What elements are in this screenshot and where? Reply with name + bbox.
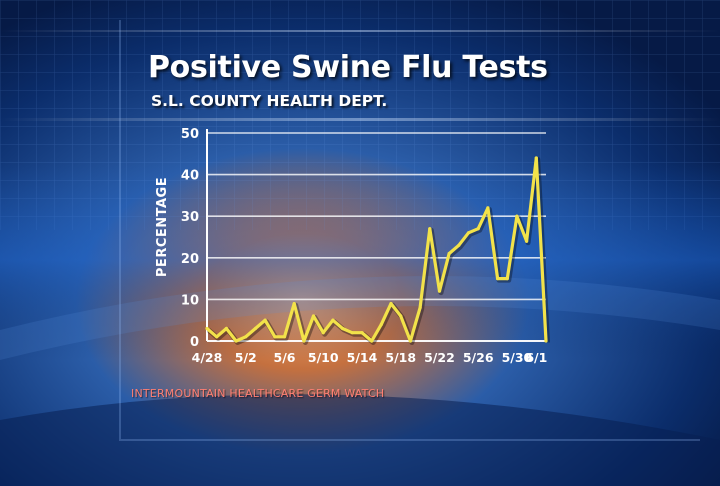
data-point [399,314,403,318]
data-point [418,306,422,310]
data-point [486,206,490,210]
data-point [234,339,238,343]
data-point [447,252,451,256]
series-line [205,156,548,343]
data-point [205,326,209,331]
x-tick-label: 5/30 [502,350,533,365]
x-tick-labels: 4/28 5/2 5/6 5/10 5/14 5/18 5/22 5/26 5/306/1 [192,350,548,365]
x-tick-label: 5/26 [463,350,494,365]
x-tick-label: 5/22 [424,350,455,365]
data-point [525,239,529,243]
data-point [350,331,354,335]
y-tick-labels: 0 10 20 30 40 50 [181,127,199,350]
x-tick-label: 6/1 [525,350,547,365]
data-point [476,227,480,231]
data-point [496,277,500,281]
data-point [457,243,461,247]
series-layer [205,156,550,345]
data-point [360,331,364,335]
chart-title: Positive Swine Flu Tests [148,50,548,85]
x-tick-label: 5/2 [235,350,257,365]
y-tick-label: 0 [190,335,199,350]
data-point [263,318,267,322]
data-point [515,214,519,218]
data-point [292,302,296,306]
data-point [253,326,257,331]
y-tick-label: 40 [181,169,199,184]
y-tick-label: 50 [181,127,199,142]
data-point [389,302,393,306]
x-tick-label: 5/14 [347,350,378,365]
data-point [428,227,432,231]
data-point [534,156,538,160]
y-axis-label: PERCENTAGE [155,177,170,277]
data-point [273,335,277,339]
data-point [321,331,325,335]
data-point [466,231,471,235]
data-point [224,326,228,331]
x-tick-label: 5/10 [308,350,339,365]
x-tick-label: 5/6 [274,350,296,365]
data-point [331,318,335,322]
data-point [311,314,316,318]
x-tick-label: 5/18 [385,350,416,365]
y-tick-label: 30 [181,210,199,225]
data-point [282,335,287,339]
x-tick-label: 4/28 [192,350,223,365]
source-credit: INTERMOUNTAIN HEALTHCARE GERM WATCH [131,387,385,400]
chart-subtitle: S.L. COUNTY HEALTH DEPT. [151,92,388,110]
series-line-shadow [206,157,550,345]
data-point [244,335,248,339]
data-point [408,339,412,343]
data-point [215,335,219,339]
y-tick-label: 20 [181,252,199,267]
y-tick-label: 10 [181,293,199,308]
data-point [544,339,548,343]
data-point [505,277,509,281]
data-point [341,326,345,331]
data-point [437,289,442,293]
data-point [370,339,374,343]
data-point [379,322,383,326]
data-point [302,339,306,343]
